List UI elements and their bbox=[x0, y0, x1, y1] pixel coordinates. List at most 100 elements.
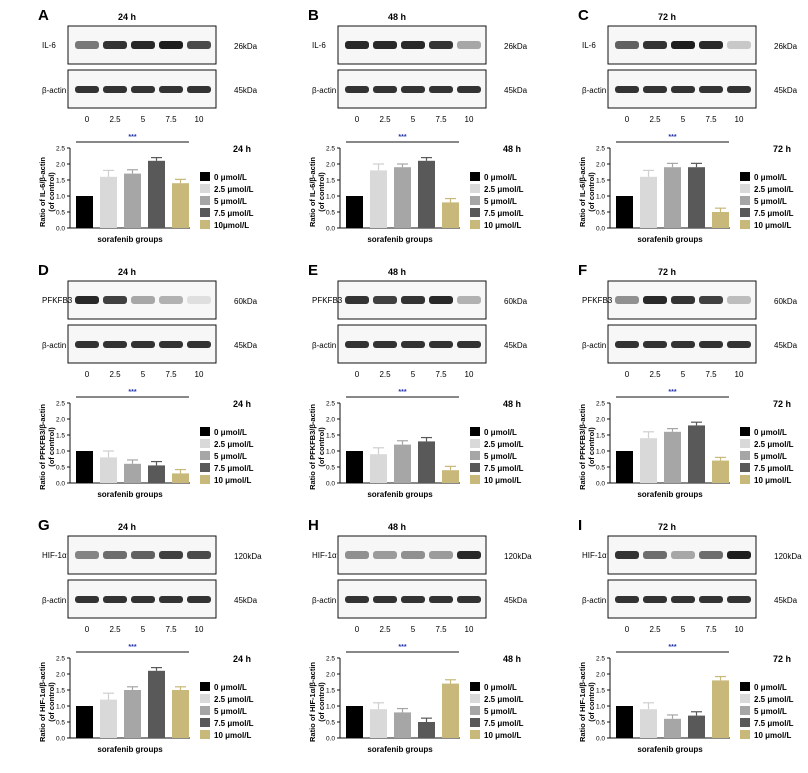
band-actin bbox=[671, 86, 695, 93]
legend-swatch bbox=[740, 706, 750, 715]
y-tick-label: 2.5 bbox=[596, 401, 605, 408]
bar bbox=[418, 722, 435, 738]
legend-label: 7.5 μmol/L bbox=[484, 464, 524, 473]
y-tick-label: 2.0 bbox=[56, 672, 65, 679]
dose-label: 5 bbox=[681, 625, 686, 634]
legend-swatch bbox=[200, 463, 210, 472]
y-tick-label: 1.0 bbox=[56, 704, 65, 711]
bar bbox=[124, 173, 141, 228]
legend-swatch bbox=[470, 196, 480, 205]
legend-swatch bbox=[200, 451, 210, 460]
legend-swatch bbox=[200, 718, 210, 727]
band-target bbox=[727, 296, 751, 304]
band-actin bbox=[401, 86, 425, 93]
band-target bbox=[429, 41, 453, 49]
legend-label: 10 μmol/L bbox=[754, 221, 791, 230]
y-axis-label-line1: Ratio of IL-6/β-actin bbox=[308, 157, 317, 227]
y-tick-label: 2.0 bbox=[326, 417, 335, 424]
band-actin bbox=[643, 596, 667, 603]
bar bbox=[100, 699, 117, 738]
dose-label: 10 bbox=[735, 370, 744, 379]
dose-label: 2.5 bbox=[649, 115, 661, 124]
band-target bbox=[457, 41, 481, 49]
blot-title: 48 h bbox=[388, 12, 406, 22]
y-tick-label: 1.0 bbox=[56, 194, 65, 201]
legend-label: 2.5 μmol/L bbox=[214, 695, 254, 704]
blot-title: 48 h bbox=[388, 267, 406, 277]
legend-label: 0 μmol/L bbox=[754, 428, 787, 437]
bar bbox=[346, 451, 363, 483]
legend-swatch bbox=[470, 463, 480, 472]
dose-label: 7.5 bbox=[435, 115, 447, 124]
dose-label: 2.5 bbox=[379, 370, 391, 379]
y-axis-label-line1: Ratio of HIF-1α/β-actin bbox=[578, 662, 587, 742]
y-tick-label: 1.5 bbox=[596, 688, 605, 695]
kda-label: 60kDa bbox=[504, 297, 528, 306]
y-tick-label: 0.0 bbox=[56, 736, 65, 743]
band-target bbox=[401, 551, 425, 559]
y-tick-label: 0.0 bbox=[326, 481, 335, 488]
significance-label: *** bbox=[128, 389, 136, 396]
legend-label: 5 μmol/L bbox=[754, 707, 787, 716]
actin-label: β-actin bbox=[42, 341, 66, 350]
protein-label: IL-6 bbox=[582, 41, 596, 50]
y-tick-label: 2.5 bbox=[326, 656, 335, 663]
band-actin bbox=[643, 341, 667, 348]
band-actin bbox=[699, 596, 723, 603]
y-axis-label: Ratio of PFKFB3/β-actin(of control) bbox=[38, 404, 56, 490]
legend-swatch bbox=[200, 694, 210, 703]
y-tick-label: 1.5 bbox=[56, 178, 65, 185]
band-actin bbox=[727, 596, 751, 603]
bar bbox=[346, 196, 363, 228]
y-axis-label: Ratio of IL-6/β-actin(of control) bbox=[308, 157, 326, 227]
dose-label: 10 bbox=[465, 625, 474, 634]
protein-label: PFKFB3 bbox=[582, 296, 613, 305]
y-tick-label: 0.0 bbox=[596, 736, 605, 743]
dose-label: 5 bbox=[141, 370, 146, 379]
band-actin bbox=[75, 86, 99, 93]
legend-label: 10 μmol/L bbox=[484, 476, 521, 485]
legend-swatch bbox=[200, 475, 210, 484]
band-actin bbox=[727, 86, 751, 93]
legend-swatch bbox=[740, 475, 750, 484]
protein-label: HIF-1α bbox=[312, 551, 337, 560]
dose-label: 10 bbox=[735, 625, 744, 634]
bar bbox=[418, 160, 435, 228]
legend-label: 2.5 μmol/L bbox=[754, 185, 794, 194]
legend-swatch bbox=[740, 463, 750, 472]
band-target bbox=[643, 296, 667, 304]
legend-label: 5 μmol/L bbox=[484, 707, 517, 716]
y-axis-label-line2: (of control) bbox=[587, 427, 596, 467]
dose-label: 10 bbox=[735, 115, 744, 124]
legend-label: 5 μmol/L bbox=[214, 707, 247, 716]
band-target bbox=[727, 551, 751, 559]
y-axis-label-line2: (of control) bbox=[587, 172, 596, 212]
legend-label: 5 μmol/L bbox=[484, 452, 517, 461]
legend-label: 7.5 μmol/L bbox=[754, 209, 794, 218]
bar bbox=[616, 451, 633, 483]
dose-label: 10 bbox=[465, 115, 474, 124]
band-target bbox=[699, 551, 723, 559]
y-tick-label: 2.0 bbox=[596, 417, 605, 424]
band-target bbox=[615, 296, 639, 304]
y-tick-label: 2.0 bbox=[596, 162, 605, 169]
band-actin bbox=[457, 86, 481, 93]
band-target bbox=[401, 41, 425, 49]
band-target bbox=[671, 41, 695, 49]
actin-label: β-actin bbox=[42, 596, 66, 605]
dose-label: 2.5 bbox=[109, 370, 121, 379]
y-tick-label: 2.0 bbox=[326, 672, 335, 679]
panel-letter: I bbox=[578, 517, 582, 534]
band-target bbox=[457, 551, 481, 559]
y-tick-label: 0.5 bbox=[56, 720, 65, 727]
legend-label: 10 μmol/L bbox=[484, 221, 521, 230]
y-tick-label: 1.5 bbox=[56, 433, 65, 440]
dose-label: 0 bbox=[85, 370, 90, 379]
actin-kda-label: 45kDa bbox=[774, 86, 798, 95]
bar bbox=[616, 706, 633, 738]
band-actin bbox=[401, 596, 425, 603]
band-target bbox=[131, 296, 155, 304]
legend-swatch bbox=[740, 451, 750, 460]
legend-label: 7.5 μmol/L bbox=[214, 209, 254, 218]
